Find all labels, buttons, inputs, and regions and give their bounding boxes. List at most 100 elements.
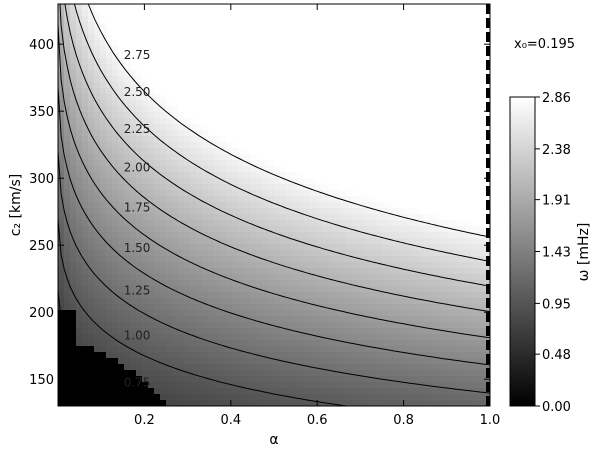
heatmap-cell bbox=[418, 166, 425, 173]
heatmap-cell bbox=[238, 400, 245, 406]
heatmap-cell bbox=[94, 70, 101, 77]
heatmap-cell bbox=[136, 208, 143, 215]
heatmap-cell bbox=[472, 142, 479, 149]
heatmap-cell bbox=[202, 70, 209, 77]
heatmap-cell bbox=[310, 58, 317, 65]
heatmap-cell bbox=[472, 28, 479, 35]
heatmap-cell bbox=[88, 274, 95, 281]
heatmap-cell bbox=[106, 208, 113, 215]
heatmap-cell bbox=[370, 22, 377, 29]
heatmap-cell bbox=[76, 208, 83, 215]
heatmap-cell bbox=[268, 4, 275, 11]
heatmap-cell bbox=[136, 124, 143, 131]
heatmap-cell bbox=[280, 370, 287, 377]
heatmap-cell bbox=[160, 214, 167, 221]
heatmap-cell bbox=[94, 172, 101, 179]
heatmap-cell bbox=[328, 130, 335, 137]
heatmap-cell bbox=[220, 250, 227, 257]
heatmap-cell bbox=[100, 202, 107, 209]
heatmap-cell bbox=[208, 322, 215, 329]
heatmap-cell bbox=[460, 34, 467, 41]
heatmap-cell bbox=[100, 76, 107, 83]
heatmap-cell bbox=[274, 34, 281, 41]
heatmap-cell bbox=[424, 226, 431, 233]
heatmap-cell bbox=[418, 262, 425, 269]
heatmap-cell bbox=[274, 190, 281, 197]
heatmap-cell bbox=[136, 394, 143, 401]
heatmap-cell bbox=[100, 52, 107, 59]
heatmap-cell bbox=[484, 82, 490, 89]
heatmap-cell bbox=[472, 52, 479, 59]
heatmap-cell bbox=[250, 22, 257, 29]
heatmap-cell bbox=[322, 16, 329, 23]
heatmap-cell bbox=[454, 100, 461, 107]
heatmap-cell bbox=[208, 166, 215, 173]
heatmap-cell bbox=[100, 100, 107, 107]
heatmap-cell bbox=[154, 178, 161, 185]
heatmap-cell bbox=[304, 10, 311, 17]
heatmap-cell bbox=[412, 340, 419, 347]
heatmap-cell bbox=[226, 316, 233, 323]
colorbar-tick-label: 1.91 bbox=[542, 194, 571, 209]
heatmap-cell bbox=[418, 190, 425, 197]
heatmap-cell bbox=[280, 100, 287, 107]
heatmap-cell bbox=[346, 292, 353, 299]
heatmap-cell bbox=[196, 226, 203, 233]
heatmap-cell bbox=[460, 274, 467, 281]
heatmap-cell bbox=[214, 334, 221, 341]
heatmap-cell bbox=[226, 178, 233, 185]
heatmap-cell bbox=[388, 166, 395, 173]
heatmap-cell bbox=[376, 346, 383, 353]
heatmap-cell bbox=[460, 40, 467, 47]
heatmap-cell bbox=[460, 250, 467, 257]
heatmap-cell bbox=[442, 322, 449, 329]
heatmap-cell bbox=[214, 208, 221, 215]
heatmap-cell bbox=[418, 376, 425, 383]
heatmap-cell bbox=[190, 178, 197, 185]
heatmap-cell bbox=[100, 214, 107, 221]
heatmap-cell bbox=[196, 310, 203, 317]
heatmap-cell bbox=[208, 130, 215, 137]
heatmap-cell bbox=[244, 316, 251, 323]
heatmap-cell bbox=[178, 256, 185, 263]
heatmap-cell bbox=[142, 382, 149, 389]
heatmap-cell bbox=[418, 16, 425, 23]
heatmap-cell bbox=[118, 178, 125, 185]
heatmap-cell bbox=[100, 124, 107, 131]
heatmap-cell bbox=[382, 334, 389, 341]
heatmap-cell bbox=[76, 268, 83, 275]
heatmap-cell bbox=[442, 10, 449, 17]
heatmap-cell bbox=[298, 280, 305, 287]
heatmap-cell bbox=[268, 70, 275, 77]
heatmap-cell bbox=[454, 22, 461, 29]
heatmap-cell bbox=[154, 22, 161, 29]
heatmap-cell bbox=[454, 160, 461, 167]
heatmap-cell bbox=[298, 262, 305, 269]
heatmap-cell bbox=[394, 58, 401, 65]
heatmap-cell bbox=[196, 322, 203, 329]
heatmap-cell bbox=[322, 136, 329, 143]
heatmap-cell bbox=[124, 340, 131, 347]
heatmap-cell bbox=[460, 400, 467, 406]
heatmap-cell bbox=[382, 214, 389, 221]
heatmap-cell bbox=[250, 154, 257, 161]
heatmap-cell bbox=[280, 154, 287, 161]
heatmap-cell bbox=[118, 256, 125, 263]
heatmap-cell bbox=[256, 346, 263, 353]
heatmap-cell bbox=[82, 166, 89, 173]
heatmap-cell bbox=[478, 262, 485, 269]
heatmap-cell bbox=[424, 208, 431, 215]
heatmap-cell bbox=[310, 28, 317, 35]
heatmap-cell bbox=[190, 250, 197, 257]
heatmap-cell bbox=[346, 334, 353, 341]
heatmap-cell bbox=[190, 94, 197, 101]
heatmap-cell bbox=[274, 358, 281, 365]
heatmap-cell bbox=[418, 292, 425, 299]
heatmap-cell bbox=[244, 148, 251, 155]
heatmap-cell bbox=[304, 94, 311, 101]
heatmap-cell bbox=[388, 334, 395, 341]
heatmap-cell bbox=[202, 16, 209, 23]
heatmap-cell bbox=[430, 88, 437, 95]
heatmap-cell bbox=[82, 364, 89, 371]
heatmap-cell bbox=[214, 16, 221, 23]
